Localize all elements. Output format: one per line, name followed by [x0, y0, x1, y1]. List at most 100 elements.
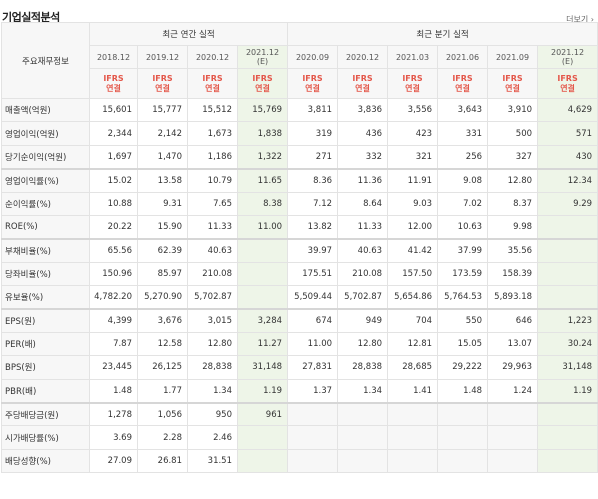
table-cell: 9.31 — [137, 191, 188, 216]
table-row: 유보율(%) 4,782.20 5,270.90 5,702.87 5,509.44 5,… — [1, 285, 598, 310]
table-cell: 35.56 — [487, 237, 539, 263]
table-cell — [537, 261, 598, 287]
table-row: 영업이익률(%) 15.02 13.58 10.79 11.65 8.36 11.36 11.… — [1, 167, 598, 193]
table-cell: 1,322 — [236, 144, 289, 170]
ifrs-badge: IFRS 연결 — [187, 68, 238, 99]
table-cell — [236, 285, 289, 310]
table-cell: 332 — [337, 144, 389, 170]
table-cell — [537, 214, 598, 240]
table-cell: 12.81 — [387, 331, 439, 357]
table-cell: 271 — [287, 144, 339, 170]
table-cell: 158.39 — [487, 261, 539, 287]
table-cell: 7.02 — [437, 191, 489, 216]
table-cell: 7.12 — [287, 191, 339, 216]
table-cell: 674 — [287, 307, 339, 333]
table-cell: 40.63 — [337, 237, 389, 263]
table-cell — [337, 448, 389, 474]
table-cell: 2.28 — [137, 425, 188, 450]
row-label: 주당배당금(원) — [1, 401, 90, 427]
table-cell: 40.63 — [187, 237, 238, 263]
table-cell: 3,556 — [387, 97, 439, 123]
table-cell: 62.39 — [137, 237, 188, 263]
table-cell: 1,838 — [236, 121, 289, 146]
table-cell — [537, 237, 598, 263]
table-cell: 210.08 — [187, 261, 238, 287]
table-cell: 436 — [337, 121, 389, 146]
table-cell: 28,838 — [187, 355, 238, 380]
row-label: 당기순이익(억원) — [1, 144, 90, 170]
table-cell: 704 — [387, 307, 439, 333]
table-cell: 28,838 — [337, 355, 389, 380]
table-cell: 29,222 — [437, 355, 489, 380]
table-cell: 31.51 — [187, 448, 238, 474]
table-cell: 8.36 — [287, 167, 339, 193]
table-cell: 20.22 — [89, 214, 138, 240]
table-cell: 7.87 — [89, 331, 138, 357]
table-cell: 430 — [537, 144, 598, 170]
table-row: 매출액(억원) 15,601 15,777 15,512 15,769 3,811 3,83… — [1, 97, 598, 123]
table-cell — [387, 448, 439, 474]
ifrs-badge: IFRS 연결 — [137, 68, 188, 99]
table-cell: 1.37 — [287, 378, 339, 404]
table-cell: 5,893.18 — [487, 285, 539, 310]
table-cell: 327 — [487, 144, 539, 170]
table-cell: 5,270.90 — [137, 285, 188, 310]
table-cell: 4,399 — [89, 307, 138, 333]
section-title: 기업실적분석 — [2, 11, 60, 24]
table-cell: 12.00 — [387, 214, 439, 240]
ifrs-badge: IFRS 연결 — [337, 68, 389, 99]
table-cell: 11.33 — [187, 214, 238, 240]
period-header: 2021.12 (E) — [537, 45, 598, 69]
table-cell: 2,344 — [89, 121, 138, 146]
table-cell: 31,148 — [236, 355, 289, 380]
table-cell: 15,601 — [89, 97, 138, 123]
corner-header: 주요재무정보 — [1, 22, 90, 99]
table-row: 시가배당률(%) 3.69 2.28 2.46 — [1, 425, 598, 450]
table-cell: 9.98 — [487, 214, 539, 240]
table-cell: 12.34 — [537, 167, 598, 193]
table-cell: 571 — [537, 121, 598, 146]
table-cell: 39.97 — [287, 237, 339, 263]
more-link[interactable]: 더보기 › — [566, 15, 594, 24]
ifrs-badge: IFRS 연결 — [537, 68, 598, 99]
table-cell: 1.19 — [236, 378, 289, 404]
period-header: 2020.12 — [337, 45, 389, 69]
table-row: 주당배당금(원) 1,278 1,056 950 961 — [1, 401, 598, 427]
table-cell: 12.80 — [487, 167, 539, 193]
table-cell: 4,782.20 — [89, 285, 138, 310]
period-header: 2021.09 — [487, 45, 539, 69]
table-cell: 950 — [187, 401, 238, 427]
table-cell: 11.65 — [236, 167, 289, 193]
table-cell — [487, 425, 539, 450]
ifrs-badge: IFRS 연결 — [236, 68, 289, 99]
table-cell: 37.99 — [437, 237, 489, 263]
row-label: 영업이익률(%) — [1, 167, 90, 193]
table-cell: 3,284 — [236, 307, 289, 333]
table-cell: 29,963 — [487, 355, 539, 380]
ifrs-badge: IFRS 연결 — [89, 68, 138, 99]
table-cell: 1,697 — [89, 144, 138, 170]
table-cell: 319 — [287, 121, 339, 146]
table-cell: 26.81 — [137, 448, 188, 474]
table-cell: 4,629 — [537, 97, 598, 123]
table-cell: 1.41 — [387, 378, 439, 404]
ifrs-badge: IFRS 연결 — [287, 68, 339, 99]
table-row: PER(배) 7.87 12.58 12.80 11.27 11.00 12.80 12.81… — [1, 331, 598, 357]
period-header: 2021.03 — [387, 45, 439, 69]
row-label: 시가배당률(%) — [1, 425, 90, 450]
table-cell: 1,186 — [187, 144, 238, 170]
table-cell: 11.00 — [287, 331, 339, 357]
table-cell: 15.90 — [137, 214, 188, 240]
table-cell — [537, 285, 598, 310]
table-cell: 1,470 — [137, 144, 188, 170]
table-row: ROE(%) 20.22 15.90 11.33 11.00 13.82 11.33 12.0… — [1, 214, 598, 240]
chevron-right-icon: › — [590, 15, 594, 24]
table-cell — [236, 448, 289, 474]
table-cell: 5,764.53 — [437, 285, 489, 310]
table-cell: 27.09 — [89, 448, 138, 474]
table-cell: 2,142 — [137, 121, 188, 146]
table-cell — [537, 425, 598, 450]
table-cell — [437, 448, 489, 474]
table-cell — [287, 425, 339, 450]
table-row: 당좌비율(%) 150.96 85.97 210.08 175.51 210.08 157.… — [1, 261, 598, 287]
